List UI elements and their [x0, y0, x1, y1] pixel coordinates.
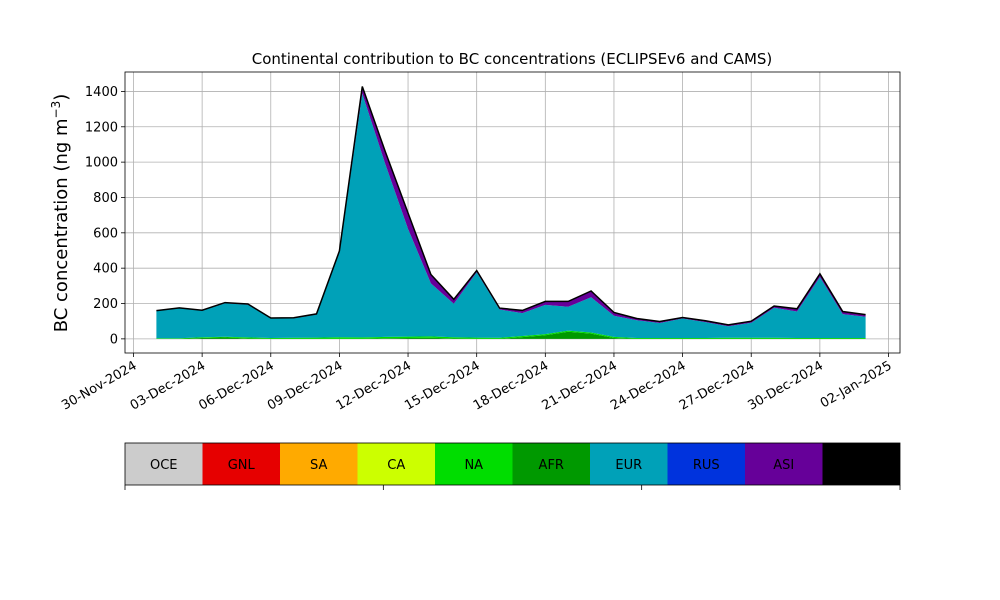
x-tick-label: 30-Dec-2024	[745, 358, 825, 413]
y-axis-label-sup: −3	[49, 101, 63, 119]
x-tick-label: 02-Jan-2025	[818, 358, 895, 411]
y-tick-label: 1000	[85, 156, 118, 171]
legend-swatch-sa	[280, 443, 358, 485]
x-tick-label: 27-Dec-2024	[677, 358, 757, 413]
x-tick-label: 06-Dec-2024	[196, 358, 276, 413]
legend-label-na: NA	[464, 458, 483, 473]
legend-label-oce: OCE	[150, 458, 178, 473]
x-tick-label: 03-Dec-2024	[128, 358, 208, 413]
x-tick-label: 15-Dec-2024	[402, 358, 482, 413]
x-tick-label: 12-Dec-2024	[334, 358, 414, 413]
y-tick-label: 1400	[85, 85, 118, 100]
total-line	[156, 86, 866, 326]
x-tick-label: 24-Dec-2024	[608, 358, 688, 413]
x-tick-label: 18-Dec-2024	[471, 358, 551, 413]
x-tick-label: 21-Dec-2024	[540, 358, 620, 413]
y-axis-label-tail: )	[51, 94, 72, 101]
legend-label-sa: SA	[310, 458, 327, 473]
area-eur	[156, 93, 866, 339]
y-tick-label: 0	[110, 332, 118, 347]
legend-label-ca: CA	[387, 458, 405, 473]
plot-frame	[124, 71, 901, 354]
axes: 0 200 400 600 800 1000 1200 1400 30-Nov-202403-D…	[59, 71, 901, 414]
legend-label-asi: ASI	[773, 458, 794, 473]
y-tick-label: 1200	[85, 120, 118, 135]
legend-swatch-oce	[125, 443, 203, 485]
legend-swatch-gnl	[202, 443, 280, 485]
area-na	[156, 330, 866, 339]
y-axis-label: BC concentration (ng m−3)	[49, 94, 72, 333]
legend-label-eur: EUR	[615, 458, 642, 473]
y-tick-label: 200	[93, 297, 118, 312]
area-asi	[156, 86, 866, 327]
stacked-areas	[156, 86, 866, 339]
legend-swatch-ca	[357, 443, 435, 485]
legend-frame	[124, 442, 901, 486]
legend-label-rus: RUS	[693, 458, 720, 473]
legend-swatch-rus	[667, 443, 745, 485]
legend-label-afr: AFR	[539, 458, 564, 473]
area-afr	[156, 331, 866, 339]
legend-swatch-aus	[822, 443, 900, 485]
legend-swatch-asi	[745, 443, 823, 485]
legend-label-gnl: GNL	[228, 458, 256, 473]
legend-swatch-na	[435, 443, 513, 485]
y-tick-label: 600	[93, 226, 118, 241]
y-tick-label: 800	[93, 191, 118, 206]
chart-title: Continental contribution to BC concentra…	[252, 50, 773, 68]
y-tick-label: 400	[93, 262, 118, 277]
legend: OCE GNL SA CA NA AFR EUR RUS ASI AUS	[124, 442, 901, 490]
x-tick-label: 30-Nov-2024	[59, 358, 139, 413]
legend-swatch-eur	[590, 443, 668, 485]
y-axis-label-main: BC concentration (ng m	[51, 118, 72, 332]
x-tick-label: 09-Dec-2024	[265, 358, 345, 413]
legend-label-aus: AUS	[848, 458, 875, 473]
legend-swatch-afr	[512, 443, 590, 485]
